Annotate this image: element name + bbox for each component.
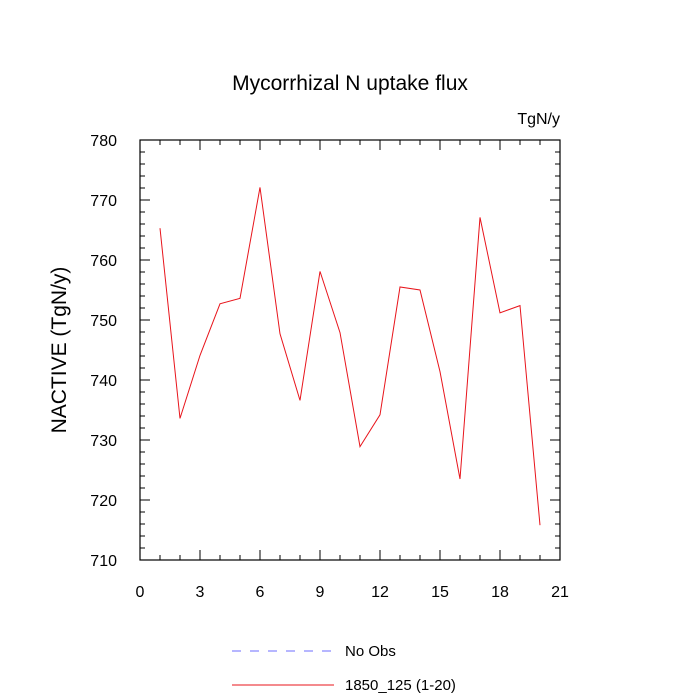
axis-tick-labels: 0 3 6 9 12 15 18 21 710 720 730 740 750 760 770 780 [90, 133, 569, 601]
y-tick-label: 740 [90, 373, 117, 390]
legend: No Obs 1850_125 (1-20) [232, 643, 456, 694]
x-tick-label: 0 [136, 584, 145, 601]
x-tick-label: 9 [316, 584, 325, 601]
x-tick-label: 18 [491, 584, 509, 601]
series-layer [159, 187, 541, 526]
y-tick-label: 760 [90, 253, 117, 270]
x-tick-label: 15 [431, 584, 449, 601]
y-axis-title: NACTIVE (TgN/y) [48, 267, 71, 434]
axis-ticks [139, 139, 561, 561]
legend-label-no-obs: No Obs [345, 643, 396, 660]
y-tick-label: 770 [90, 193, 117, 210]
plot-frame [139, 139, 561, 561]
x-tick-label: 21 [551, 584, 569, 601]
chart-title: Mycorrhizal N uptake flux [232, 72, 468, 95]
y-tick-label: 750 [90, 313, 117, 330]
units-label: TgN/y [517, 111, 560, 128]
x-tick-label: 6 [256, 584, 265, 601]
y-tick-label: 730 [90, 433, 117, 450]
y-tick-label: 780 [90, 133, 117, 150]
y-tick-label: 720 [90, 493, 117, 510]
legend-label-1850-125: 1850_125 (1-20) [345, 677, 456, 694]
x-tick-label: 12 [371, 584, 389, 601]
y-tick-label: 710 [90, 553, 117, 570]
series-line-1850-125 [159, 187, 541, 526]
x-tick-label: 3 [196, 584, 205, 601]
